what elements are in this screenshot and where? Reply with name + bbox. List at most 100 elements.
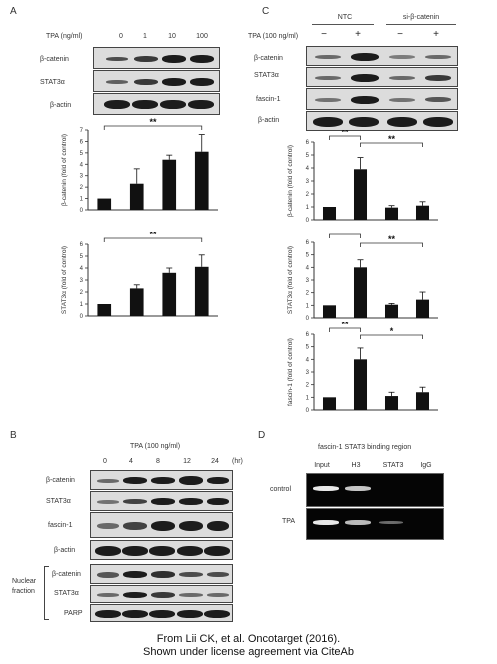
panel-letter-d: D xyxy=(258,430,266,441)
time-label: 0 xyxy=(103,458,107,465)
y-tick-label: 1 xyxy=(306,205,310,211)
time-unit-label: (hr) xyxy=(232,458,243,465)
western-blot-strip xyxy=(306,88,458,110)
chart-a-beta-catenin: 0 1 2 3 4 5 6 7 β-catenin (fold of control) ** xyxy=(61,118,218,214)
y-tick-label: 1 xyxy=(80,302,84,308)
bar xyxy=(384,396,399,410)
y-tick-label: 6 xyxy=(306,332,310,338)
group-label: si-β-catenin xyxy=(402,14,440,21)
chart-c-beta-catenin: 0 1 2 3 4 5 6 β-catenin (fold of control) ** ** xyxy=(287,130,438,224)
y-tick-label: 7 xyxy=(80,128,84,134)
chip-title: fascin-1 STAT3 binding region xyxy=(318,444,412,451)
y-tick-label: 2 xyxy=(306,383,310,389)
blot-row-label: STAT3α xyxy=(54,590,79,597)
dose-label: 100 xyxy=(196,33,208,40)
significance-label: ** xyxy=(388,234,396,244)
significance-label: ** xyxy=(341,322,349,329)
blot-row-label: β-catenin xyxy=(52,571,81,578)
significance-label: ** xyxy=(341,130,349,137)
gel-image xyxy=(306,473,444,507)
bar xyxy=(415,299,430,318)
significance-bracket xyxy=(329,327,361,332)
bar xyxy=(353,267,368,318)
y-tick-label: 6 xyxy=(306,240,310,246)
blot-row-label: β-catenin xyxy=(40,56,69,63)
significance-label: ** xyxy=(149,232,157,239)
bar xyxy=(353,359,368,410)
bar xyxy=(194,151,209,210)
y-tick-label: 0 xyxy=(80,208,84,214)
time-label: 8 xyxy=(156,458,160,465)
y-tick-label: 4 xyxy=(306,166,310,172)
blot-row-label: β-catenin xyxy=(46,477,75,484)
time-label: 24 xyxy=(211,458,219,465)
panel-letter-a: A xyxy=(10,6,17,17)
western-blot-strip xyxy=(306,67,458,87)
panel-letter-b: B xyxy=(10,430,17,441)
dose-label: 10 xyxy=(168,33,176,40)
blot-row-label: β-catenin xyxy=(254,55,283,62)
tpa-dose-label: TPA (ng/ml) xyxy=(46,33,83,40)
bar xyxy=(322,397,337,410)
y-tick-label: 0 xyxy=(306,408,310,414)
bar xyxy=(384,304,399,318)
treatment-sign: − xyxy=(321,29,327,40)
bar xyxy=(384,207,399,220)
y-tick-label: 3 xyxy=(80,174,84,180)
bar xyxy=(97,198,112,210)
y-axis-label: fascin-1 (fold of control) xyxy=(287,338,294,406)
y-tick-label: 0 xyxy=(306,218,310,224)
blot-row-label: STAT3α xyxy=(46,498,71,505)
western-blot-strip xyxy=(93,70,220,92)
chart-c-stat3: 0 1 2 3 4 5 6 STAT3α (fold of control) ** ** xyxy=(287,230,438,322)
y-tick-label: 1 xyxy=(306,395,310,401)
y-tick-label: 4 xyxy=(306,265,310,271)
y-axis-label: β-catenin (fold of control) xyxy=(61,134,68,206)
blot-row-label: fascin-1 xyxy=(256,96,281,103)
license-line: Shown under license agreement via CiteAb xyxy=(143,646,354,658)
tpa-dose-label: TPA (100 ng/ml) xyxy=(248,33,299,40)
significance-bracket xyxy=(103,237,203,242)
significance-label: ** xyxy=(341,230,349,235)
y-tick-label: 0 xyxy=(80,314,84,320)
lane-label: H3 xyxy=(351,462,361,469)
y-tick-label: 5 xyxy=(306,253,310,259)
bar xyxy=(415,392,430,410)
tpa-dose-label: TPA (100 ng/ml) xyxy=(130,443,181,450)
y-tick-label: 1 xyxy=(306,303,310,309)
western-blot-strip xyxy=(90,540,233,560)
nuclear-bracket xyxy=(44,566,49,620)
blot-row-label: β-actin xyxy=(54,547,76,554)
blot-row-label: β-actin xyxy=(258,117,280,124)
y-tick-label: 3 xyxy=(306,370,310,376)
y-tick-label: 0 xyxy=(306,316,310,322)
western-blot-strip xyxy=(90,564,233,584)
bar xyxy=(129,183,144,210)
bar xyxy=(97,304,112,316)
y-tick-label: 3 xyxy=(306,179,310,185)
gel-row-label: TPA xyxy=(282,518,296,525)
y-tick-label: 5 xyxy=(306,345,310,351)
bar xyxy=(322,305,337,318)
time-label: 4 xyxy=(129,458,133,465)
significance-label: * xyxy=(390,326,394,336)
treatment-sign: + xyxy=(355,29,361,40)
y-tick-label: 5 xyxy=(80,151,84,157)
y-tick-label: 2 xyxy=(80,185,84,191)
y-tick-label: 1 xyxy=(80,197,84,203)
group-line xyxy=(386,24,456,25)
panel-letter-c: C xyxy=(262,6,270,17)
bar xyxy=(322,207,337,220)
blot-row-label: STAT3α xyxy=(254,72,279,79)
lane-label: IgG xyxy=(420,462,432,469)
treatment-sign: − xyxy=(397,29,403,40)
blot-row-label: STAT3α xyxy=(40,79,65,86)
significance-bracket xyxy=(329,135,361,140)
significance-bracket xyxy=(360,142,423,147)
lane-label: STAT3 xyxy=(382,462,404,469)
treatment-sign: + xyxy=(433,29,439,40)
y-tick-label: 3 xyxy=(306,278,310,284)
y-axis-label: STAT3α (fold of control) xyxy=(287,246,294,314)
y-tick-label: 4 xyxy=(80,266,84,272)
